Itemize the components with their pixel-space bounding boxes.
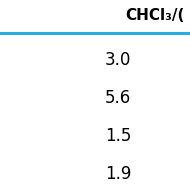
Text: CHCl₃/(: CHCl₃/( — [125, 9, 185, 24]
Text: 1.5: 1.5 — [105, 127, 131, 145]
Text: 1.9: 1.9 — [105, 165, 131, 183]
Text: 3.0: 3.0 — [105, 51, 131, 69]
Text: 5.6: 5.6 — [105, 89, 131, 107]
